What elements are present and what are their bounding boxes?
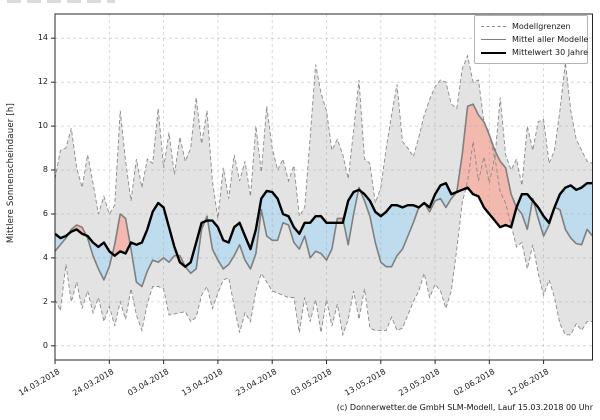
legend-item-model-bounds: Modellgrenzen xyxy=(481,20,581,33)
cropped-text-artifact xyxy=(7,0,115,3)
y-tick-label: 4 xyxy=(42,252,48,262)
model-lower-bound-line xyxy=(55,141,593,337)
black-line-icon xyxy=(481,51,506,54)
y-tick-label: 8 xyxy=(42,165,48,175)
copyright-text: (c) Donnerwetter.de GmbH SLM-Modell, Lau… xyxy=(336,403,593,412)
y-tick-label: 6 xyxy=(42,208,48,218)
y-tick-label: 10 xyxy=(37,121,48,131)
climate-mean-line xyxy=(55,182,593,268)
legend-item-climate-mean: Mittelwert 30 Jahre xyxy=(481,46,588,59)
legend-label: Mittelwert 30 Jahre xyxy=(512,48,589,57)
legend-label: Mittel aller Modelle xyxy=(512,35,589,44)
below-normal-fill xyxy=(343,190,359,245)
below-normal-fill xyxy=(130,203,178,287)
y-tick-label: 2 xyxy=(42,296,48,306)
above-normal-fill xyxy=(456,104,517,228)
legend: Modellgrenzen Mittel aller Modelle Mitte… xyxy=(474,15,588,64)
legend-label: Modellgrenzen xyxy=(512,22,571,31)
legend-item-model-mean: Mittel aller Modelle xyxy=(481,33,588,46)
y-tick-label: 12 xyxy=(37,77,48,87)
y-axis-label: Mittlere Sonnenscheindauer [h] xyxy=(6,103,16,244)
model-upper-bound-line xyxy=(55,54,593,219)
below-normal-fill xyxy=(360,190,419,267)
plot-frame xyxy=(54,13,593,361)
above-normal-fill xyxy=(112,214,131,256)
y-tick-label: 14 xyxy=(37,33,48,43)
below-normal-fill xyxy=(554,183,593,245)
below-normal-fill xyxy=(207,190,337,269)
model-mean-line xyxy=(55,103,593,288)
dashed-line-icon xyxy=(481,26,506,27)
y-tick-label: 0 xyxy=(42,340,48,350)
gray-line-icon xyxy=(481,39,506,40)
